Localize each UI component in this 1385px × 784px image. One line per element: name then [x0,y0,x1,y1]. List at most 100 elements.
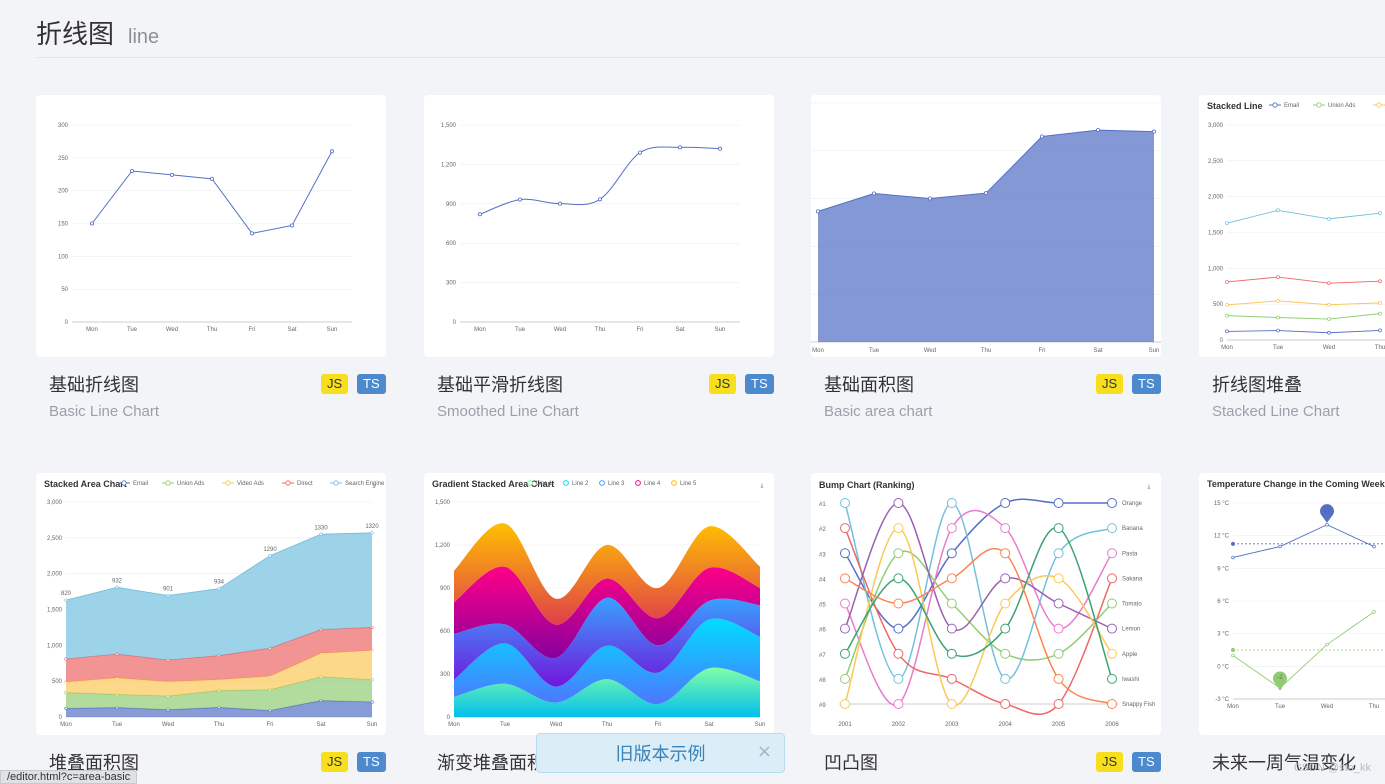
x-tick-label: Mon [86,327,98,333]
x-tick-label: Sun [715,327,726,333]
y-tick-label: 300 [446,281,457,287]
card-title[interactable]: 基础折线图 [49,375,139,396]
data-point [1325,523,1329,527]
status-bar-url: /editor.html?c=area-basic [0,770,138,784]
data-point [840,623,850,634]
ts-badge[interactable]: TS [357,374,386,394]
card-title[interactable]: 基础面积图 [824,375,914,396]
chart-thumbnail[interactable]: Bump Chart (Ranking) ⤓ #1 #2 #3 #4 #5 #6 #7 #8 #9 2… [811,473,1161,735]
example-card-line-smooth[interactable]: 0 300 600 900 1,200 1,500 Mon Tue Wed Thu Fri Sat Su… [424,95,774,420]
example-card-area-stack[interactable]: Stacked Area Chart Email Union Ads Video Ad… [36,473,386,774]
card-title[interactable]: 基础平滑折线图 [437,375,563,396]
example-card-line-simple[interactable]: 0 50 100 150 200 250 300 Mon Tue Wed Thu Fri Sat Sun … [36,95,386,420]
y-tick-label: 2,000 [47,572,63,578]
data-point [1372,610,1376,614]
js-badge[interactable]: JS [1096,374,1124,394]
x-tick-label: Wed [924,348,936,354]
area-fill [454,566,760,659]
series-label: Pasta [1122,551,1138,557]
x-tick-label: Tue [127,327,138,333]
y-tick-label: 2,000 [1208,195,1224,201]
y-tick-label: 500 [1213,302,1224,308]
data-point [115,585,119,589]
series-line [479,146,721,215]
data-point [518,197,523,202]
js-badge[interactable]: JS [709,374,737,394]
data-point [329,149,334,154]
data-label: 932 [112,578,123,584]
ts-badge[interactable]: TS [1132,752,1161,772]
data-point [840,648,850,659]
data-point [1053,548,1064,559]
js-badge[interactable]: JS [321,752,349,772]
chart-thumbnail[interactable]: Gradient Stacked Area Chart Line 1 Line 2 L… [424,473,774,735]
series-label: Lemon [1122,627,1140,633]
series-line [1232,524,1375,558]
example-card-area-stack-gradient[interactable]: Gradient Stacked Area Chart Line 1 Line 2 L… [424,473,774,774]
legend-label: Direct [297,481,313,487]
x-tick-label: Tue [1273,345,1284,351]
data-point [1276,315,1280,320]
x-tick-label: Tue [869,348,880,354]
example-card-bump-chart[interactable]: Bump Chart (Ranking) ⤓ #1 #2 #3 #4 #5 #6 #7 #8 #9 2… [811,473,1161,774]
data-point [1378,328,1382,333]
y-tick-label: 300 [58,123,69,129]
x-tick-label: Wed [162,722,174,728]
data-point [90,221,95,226]
chart-thumbnail[interactable]: Mon Tue Wed Thu Fri Sat Sun [811,95,1161,357]
x-tick-label: Tue [112,722,123,728]
data-point [1095,128,1100,133]
chart-title: Stacked Area Chart [44,479,127,489]
data-point [946,548,957,559]
x-tick-label: Thu [602,722,612,728]
x-tick-label: Sun [327,327,338,333]
data-label: 1330 [314,525,328,531]
card-title[interactable]: 堆叠面积图 [49,753,139,774]
card-title[interactable]: 未来一周气温变化 [1212,753,1356,774]
x-tick-label: Mon [1227,704,1239,710]
old-version-toast[interactable]: 旧版本示例 × [536,733,785,773]
card-title[interactable]: 渐变堆叠面积图 [437,753,563,774]
data-point [1225,221,1229,226]
example-card-area-basic[interactable]: Mon Tue Wed Thu Fri Sat Sun 基础面积图 Basic area c… [811,95,1161,420]
ts-badge[interactable]: TS [745,374,774,394]
ts-badge[interactable]: TS [357,752,386,772]
x-tick-label: Fri [637,327,644,333]
close-icon[interactable]: × [756,741,772,762]
ts-badge[interactable]: TS [1132,374,1161,394]
toast-text[interactable]: 旧版本示例 [615,744,706,765]
js-badge[interactable]: JS [1096,752,1124,772]
chart-thumbnail[interactable]: Temperature Change in the Coming Week -3 … [1199,473,1385,735]
series-label: Banana [1122,526,1143,532]
data-point [946,648,957,659]
series-label: Apple [1122,652,1138,658]
data-point [717,146,722,151]
data-point [1327,330,1331,335]
max-pin [1320,504,1334,523]
legend-swatch [563,480,569,486]
data-point [1276,208,1280,213]
y-tick-label: 2,500 [1208,159,1224,165]
min-pin [1273,671,1287,691]
chart-thumbnail[interactable]: Stacked Area Chart Email Union Ads Video Ad… [36,473,386,735]
data-point [1107,648,1117,659]
card-title[interactable]: 凹凸图 [824,753,878,774]
data-point [1000,648,1011,659]
data-point [1039,134,1044,139]
chart-thumbnail[interactable]: 0 300 600 900 1,200 1,500 Mon Tue Wed Thu Fri Sat Su… [424,95,774,357]
data-point [209,176,214,181]
legend-label: Email [1284,103,1299,109]
card-title[interactable]: 折线图堆叠 [1212,375,1302,396]
js-badge[interactable]: JS [321,374,349,394]
y-tick-label: -3 °C [1215,697,1229,703]
data-point [1327,217,1331,221]
data-point [1000,673,1011,684]
x-tick-label: Wed [550,722,562,728]
chart-thumbnail[interactable]: 0 50 100 150 200 250 300 Mon Tue Wed Thu Fri Sat Sun [36,95,386,357]
example-card-line-marker[interactable]: Temperature Change in the Coming Week -3 … [1199,473,1385,784]
x-tick-label: 2004 [999,722,1013,728]
card-subtitle: Stacked Line Chart [1212,403,1340,420]
series-line [1226,276,1381,284]
